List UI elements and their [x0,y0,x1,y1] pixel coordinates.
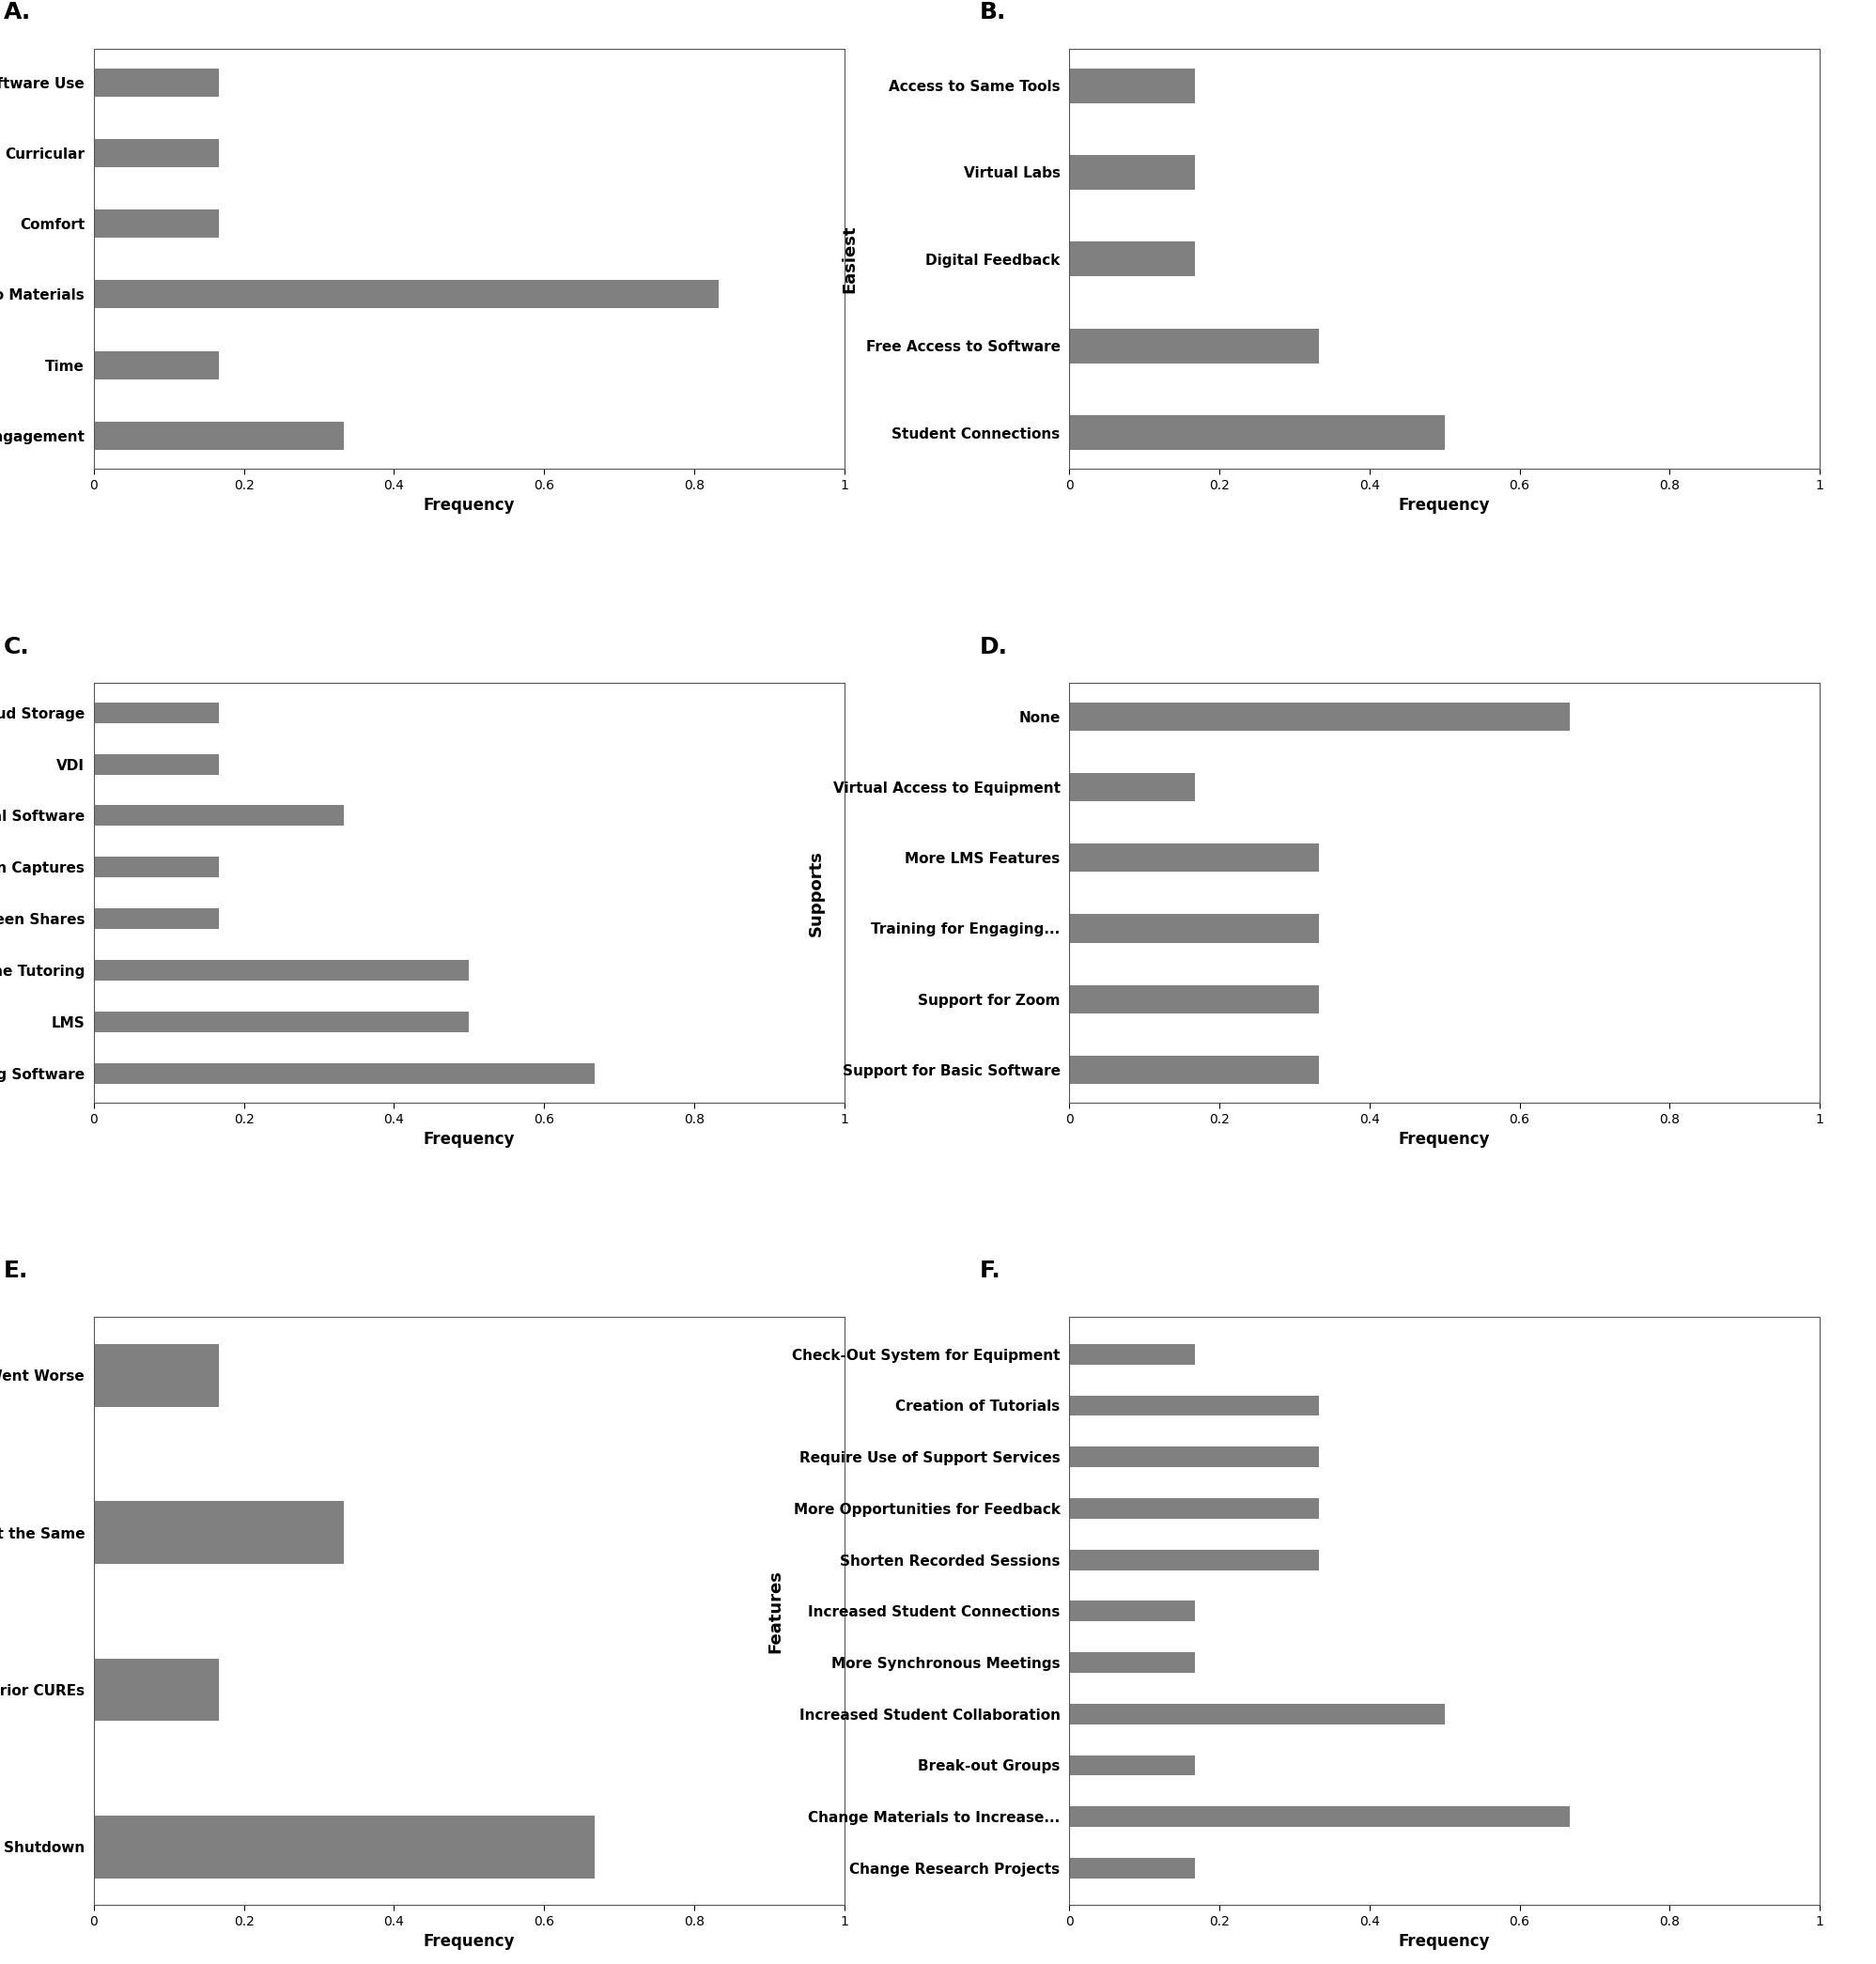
Bar [1069,1447,1319,1467]
Bar [1069,915,1319,943]
Y-axis label: Features: Features [767,1569,784,1654]
Bar [94,703,219,723]
Bar [1069,1057,1319,1084]
Bar [94,210,219,238]
Bar [94,69,219,96]
Bar [94,352,219,379]
Bar [1069,703,1570,731]
Bar [1069,774,1195,801]
Y-axis label: Easiest: Easiest [840,226,857,293]
Bar [1069,1343,1195,1365]
Bar [1069,1550,1319,1569]
Bar [1069,69,1195,102]
Bar [1069,1499,1319,1518]
Bar [1069,242,1195,277]
X-axis label: Frequency: Frequency [1399,497,1490,515]
Bar [94,805,343,827]
Bar [1069,1858,1195,1878]
Bar [1069,1756,1195,1775]
Bar [1069,1652,1195,1673]
Bar [1069,328,1319,363]
Text: E.: E. [4,1259,28,1282]
X-axis label: Frequency: Frequency [424,1131,514,1149]
X-axis label: Frequency: Frequency [1399,1131,1490,1149]
Bar [94,422,343,450]
Bar [1069,414,1445,450]
Bar [1069,1807,1570,1827]
Bar [94,1658,219,1720]
Bar [94,1011,469,1033]
Bar [94,139,219,167]
Bar [1069,1601,1195,1622]
X-axis label: Frequency: Frequency [424,1933,514,1950]
Bar [94,909,219,929]
Text: F.: F. [979,1259,1000,1282]
X-axis label: Frequency: Frequency [1399,1933,1490,1950]
Bar [1069,1394,1319,1416]
Bar [94,960,469,980]
Text: C.: C. [4,636,30,658]
Text: D.: D. [979,636,1007,658]
Bar [94,856,219,878]
Bar [94,1500,343,1563]
Text: A.: A. [4,2,32,24]
Bar [94,281,719,308]
Bar [1069,155,1195,191]
Text: B.: B. [979,2,1006,24]
Bar [94,1063,595,1084]
Y-axis label: Supports: Supports [809,850,825,937]
Bar [1069,845,1319,872]
Bar [1069,986,1319,1013]
Bar [94,1815,595,1878]
Bar [1069,1703,1445,1724]
Bar [94,1343,219,1406]
Bar [94,754,219,774]
X-axis label: Frequency: Frequency [424,497,514,515]
